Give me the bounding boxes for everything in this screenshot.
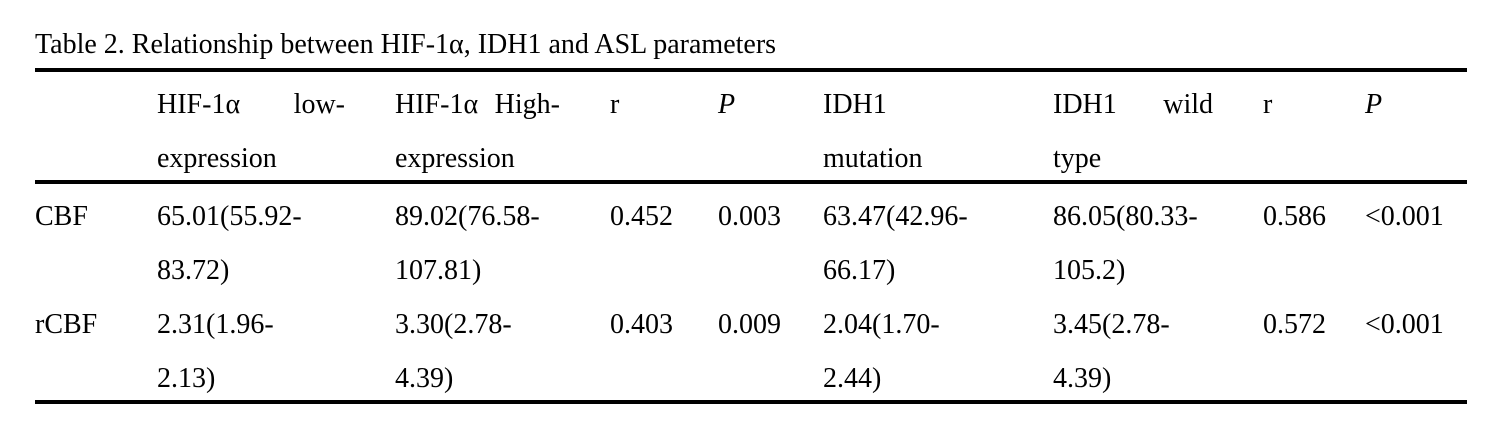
rcbf-idh1-mutation-value: 2.04(1.70- 2.44) <box>823 309 940 394</box>
header-idh1-mutation-line1: IDH1 <box>823 89 887 120</box>
header-hif-high-word2: High- <box>494 89 560 120</box>
header-hif-high-word1: HIF-1α <box>395 89 479 120</box>
table-rule-bottom <box>35 400 1467 404</box>
cbf-hif-high-value: 89.02(76.58- 107.81) <box>395 201 540 286</box>
header-hif-low-word1: HIF-1α <box>157 89 241 120</box>
header-cell-p1: P <box>718 89 736 120</box>
header-idh1-mutation-line2: mutation <box>823 143 923 174</box>
rcbf-hif-low-value: 2.31(1.96- 2.13) <box>157 309 274 394</box>
rcbf-p1-value: 0.009 <box>718 309 781 340</box>
header-hif-low-line2: expression <box>157 143 277 174</box>
cbf-p1-value: 0.003 <box>718 201 781 232</box>
cbf-hif-low-value: 65.01(55.92- 83.72) <box>157 201 302 286</box>
header-cell-hif-low: HIF-1α low- expression <box>157 78 395 186</box>
row-label-cbf: CBF <box>35 201 88 232</box>
header-cell-blank <box>35 78 157 186</box>
header-hif-low-word2: low- <box>293 89 345 120</box>
header-cell-idh1-mutation: IDH1 mutation <box>823 78 1053 186</box>
rcbf-r1-value: 0.403 <box>610 309 673 340</box>
header-idh1-wild-line2: type <box>1053 143 1102 174</box>
rcbf-idh1-wild-value: 3.45(2.78- 4.39) <box>1053 309 1170 394</box>
table-header-row: HIF-1α low- expression HIF-1α High- expr… <box>35 72 1467 180</box>
table-caption: Table 2. Relationship between HIF-1α, ID… <box>35 29 777 60</box>
cbf-idh1-wild-value: 86.05(80.33- 105.2) <box>1053 201 1198 286</box>
header-idh1-wild-word2: wild <box>1163 89 1213 120</box>
table-row-cbf: CBF 65.01(55.92- 83.72) 89.02(76.58- 107… <box>35 184 1467 292</box>
header-cell-hif-high: HIF-1α High- expression <box>395 78 610 186</box>
header-hif-high-line2: expression <box>395 143 515 174</box>
header-cell-r1: r <box>610 89 620 120</box>
results-table: HIF-1α low- expression HIF-1α High- expr… <box>35 68 1467 404</box>
cbf-r2-value: 0.586 <box>1263 201 1326 232</box>
table-rule-top <box>35 68 1467 72</box>
header-cell-r2: r <box>1263 89 1273 120</box>
row-label-rcbf: rCBF <box>35 309 98 340</box>
table-rule-mid <box>35 180 1467 184</box>
rcbf-r2-value: 0.572 <box>1263 309 1326 340</box>
rcbf-p2-value: <0.001 <box>1365 309 1444 340</box>
rcbf-hif-high-value: 3.30(2.78- 4.39) <box>395 309 512 394</box>
table-row-rcbf: rCBF 2.31(1.96- 2.13) 3.30(2.78- 4.39) 0… <box>35 292 1467 400</box>
cbf-idh1-mutation-value: 63.47(42.96- 66.17) <box>823 201 968 286</box>
cbf-p2-value: <0.001 <box>1365 201 1444 232</box>
header-cell-idh1-wild: IDH1 wild type <box>1053 78 1263 186</box>
header-cell-p2: P <box>1365 89 1383 120</box>
cbf-r1-value: 0.452 <box>610 201 673 232</box>
header-idh1-wild-word1: IDH1 <box>1053 89 1117 120</box>
